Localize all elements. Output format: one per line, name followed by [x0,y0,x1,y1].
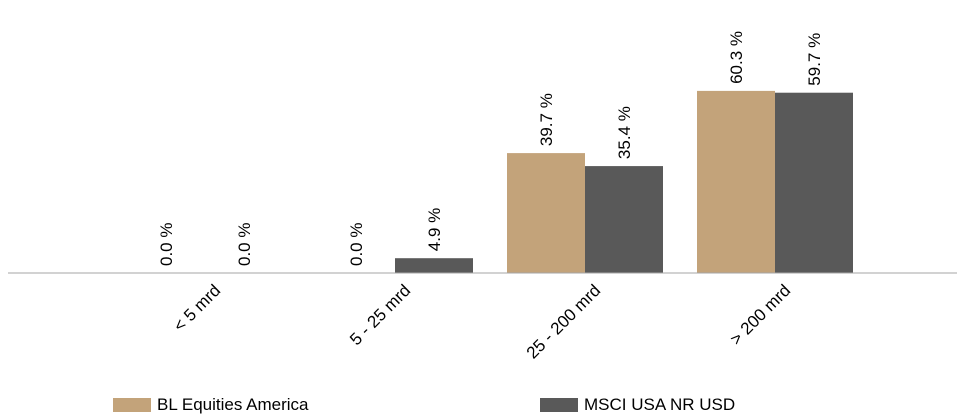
bar-bl-equities-america [697,90,775,273]
value-labels-layer: 0.0 % 0.0 % 0.0 % 4.9 % 39.7 % 35.4 % 60.3 % 59… [157,31,824,266]
value-label: 4.9 % [425,208,444,251]
category-label: 25 - 200 mrd [523,281,605,363]
legend-swatch [540,398,578,412]
value-label: 0.0 % [157,223,176,266]
legend-item-bl-equities-america: BL Equities America [113,396,309,414]
legend-label: MSCI USA NR USD [584,395,736,414]
bar-msci-usa-nr-usd [775,92,853,274]
value-label: 0.0 % [235,223,254,266]
bars-layer [395,90,853,274]
category-label: < 5 mrd [170,281,225,336]
bar-bl-equities-america [507,153,585,273]
category-label: > 200 mrd [726,281,794,349]
value-label: 35.4 % [615,106,634,159]
value-label: 59.7 % [805,33,824,86]
value-label: 60.3 % [727,31,746,84]
legend-item-msci-usa-nr-usd: MSCI USA NR USD [540,396,735,414]
bar-msci-usa-nr-usd [395,258,473,273]
category-labels-layer: < 5 mrd 5 - 25 mrd 25 - 200 mrd > 200 mrd [170,281,795,363]
bar-msci-usa-nr-usd [585,166,663,273]
legend-swatch [113,398,151,412]
value-label: 0.0 % [347,223,366,266]
category-label: 5 - 25 mrd [346,281,414,349]
value-label: 39.7 % [537,93,556,146]
legend-label: BL Equities America [157,395,309,414]
